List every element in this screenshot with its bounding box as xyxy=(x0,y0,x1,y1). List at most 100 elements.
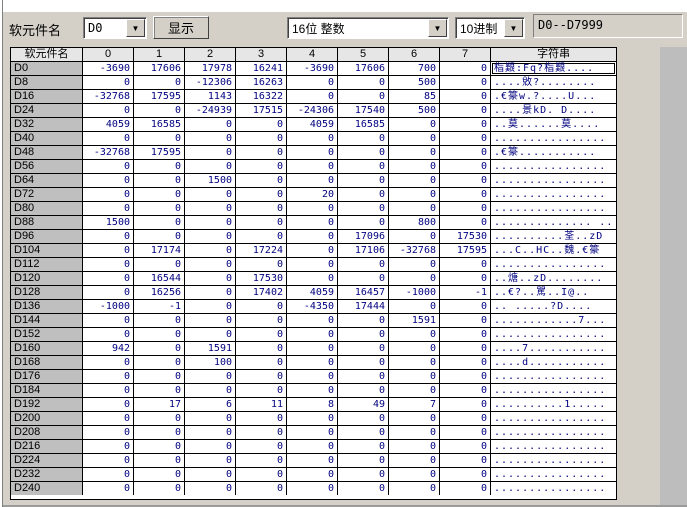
value-cell[interactable]: 0 xyxy=(82,355,134,370)
value-cell[interactable]: 0 xyxy=(388,159,440,174)
string-cell[interactable]: ................ xyxy=(489,467,618,482)
value-cell[interactable]: 0 xyxy=(184,187,236,202)
string-cell[interactable]: .. .....?D.... xyxy=(489,299,618,314)
value-cell[interactable]: 500 xyxy=(388,75,440,90)
value-cell[interactable]: 0 xyxy=(439,201,491,216)
string-cell[interactable]: ....7........... xyxy=(489,341,618,356)
value-cell[interactable]: 0 xyxy=(439,215,491,230)
string-cell[interactable]: ................ xyxy=(489,439,618,454)
value-cell[interactable]: 0 xyxy=(235,411,287,426)
value-cell[interactable]: 0 xyxy=(235,257,287,272)
value-cell[interactable]: 0 xyxy=(184,439,236,454)
value-cell[interactable]: 0 xyxy=(184,257,236,272)
value-cell[interactable]: 0 xyxy=(133,341,185,356)
value-cell[interactable]: 0 xyxy=(82,411,134,426)
value-cell[interactable]: 17096 xyxy=(337,229,389,244)
value-cell[interactable]: 0 xyxy=(337,75,389,90)
value-cell[interactable]: 0 xyxy=(439,187,491,202)
value-cell[interactable]: -32768 xyxy=(82,145,134,160)
value-cell[interactable]: 0 xyxy=(337,187,389,202)
value-cell[interactable]: 16263 xyxy=(235,75,287,90)
value-cell[interactable]: 0 xyxy=(286,215,338,230)
value-cell[interactable]: 0 xyxy=(439,103,491,118)
value-cell[interactable]: 0 xyxy=(439,61,491,76)
string-cell[interactable]: ................ xyxy=(489,131,618,146)
value-cell[interactable]: 0 xyxy=(286,383,338,398)
value-cell[interactable]: 0 xyxy=(388,229,440,244)
value-cell[interactable]: 0 xyxy=(184,243,236,258)
value-cell[interactable]: 4059 xyxy=(286,117,338,132)
value-cell[interactable]: -4350 xyxy=(286,299,338,314)
string-cell[interactable]: ................ xyxy=(489,257,618,272)
value-cell[interactable]: 0 xyxy=(235,131,287,146)
value-cell[interactable]: 0 xyxy=(133,467,185,482)
dropdown-arrow-icon[interactable]: ▼ xyxy=(126,19,145,37)
value-cell[interactable]: 0 xyxy=(286,411,338,426)
value-cell[interactable]: 0 xyxy=(133,257,185,272)
value-cell[interactable]: 0 xyxy=(184,145,236,160)
value-cell[interactable]: 0 xyxy=(388,453,440,468)
string-cell[interactable]: ................ xyxy=(489,173,618,188)
value-cell[interactable]: 942 xyxy=(82,341,134,356)
value-cell[interactable]: 1143 xyxy=(184,89,236,104)
string-cell[interactable]: ................ xyxy=(489,383,618,398)
value-cell[interactable]: 0 xyxy=(82,425,134,440)
value-cell[interactable]: 0 xyxy=(82,271,134,286)
value-cell[interactable]: 0 xyxy=(286,341,338,356)
value-cell[interactable]: 0 xyxy=(337,327,389,342)
string-cell[interactable]: ....d........... xyxy=(489,355,618,370)
value-cell[interactable]: 0 xyxy=(388,383,440,398)
value-cell[interactable]: 17515 xyxy=(235,103,287,118)
device-name-combobox[interactable]: D0 ▼ xyxy=(83,17,147,39)
value-cell[interactable]: 0 xyxy=(337,215,389,230)
value-cell[interactable]: 0 xyxy=(82,383,134,398)
value-cell[interactable]: 0 xyxy=(235,355,287,370)
value-cell[interactable]: 0 xyxy=(133,411,185,426)
value-cell[interactable]: 0 xyxy=(235,201,287,216)
value-cell[interactable]: 0 xyxy=(439,313,491,328)
value-cell[interactable]: 0 xyxy=(133,453,185,468)
value-cell[interactable]: 0 xyxy=(184,467,236,482)
value-cell[interactable]: 16241 xyxy=(235,61,287,76)
value-cell[interactable]: 0 xyxy=(133,439,185,454)
value-cell[interactable]: 17606 xyxy=(133,61,185,76)
value-cell[interactable]: 0 xyxy=(439,383,491,398)
value-cell[interactable]: -24306 xyxy=(286,103,338,118)
value-cell[interactable]: 0 xyxy=(286,467,338,482)
value-cell[interactable]: 0 xyxy=(388,131,440,146)
value-cell[interactable]: 17444 xyxy=(337,299,389,314)
value-cell[interactable]: 0 xyxy=(133,313,185,328)
value-cell[interactable]: 0 xyxy=(82,173,134,188)
value-cell[interactable]: 0 xyxy=(133,187,185,202)
value-cell[interactable]: 0 xyxy=(184,411,236,426)
value-cell[interactable]: 0 xyxy=(286,257,338,272)
value-cell[interactable]: 17224 xyxy=(235,243,287,258)
value-cell[interactable]: 0 xyxy=(82,467,134,482)
value-cell[interactable]: 0 xyxy=(388,341,440,356)
string-cell[interactable]: ..........荃..zD xyxy=(489,229,618,244)
value-cell[interactable]: 17174 xyxy=(133,243,185,258)
value-cell[interactable]: 0 xyxy=(388,145,440,160)
value-cell[interactable]: 0 xyxy=(184,201,236,216)
value-cell[interactable]: 0 xyxy=(184,215,236,230)
value-cell[interactable]: 49 xyxy=(337,397,389,412)
value-cell[interactable]: 0 xyxy=(133,383,185,398)
value-cell[interactable]: 7 xyxy=(388,397,440,412)
value-cell[interactable]: 0 xyxy=(133,369,185,384)
value-cell[interactable]: 0 xyxy=(184,131,236,146)
value-cell[interactable]: 16256 xyxy=(133,285,185,300)
value-cell[interactable]: 0 xyxy=(337,271,389,286)
value-cell[interactable]: 16585 xyxy=(337,117,389,132)
value-cell[interactable]: 0 xyxy=(184,159,236,174)
value-cell[interactable]: 11 xyxy=(235,397,287,412)
value-cell[interactable]: -1000 xyxy=(388,285,440,300)
value-cell[interactable]: 0 xyxy=(286,201,338,216)
value-cell[interactable]: 0 xyxy=(235,173,287,188)
value-cell[interactable]: 0 xyxy=(133,327,185,342)
string-cell[interactable]: .€籇w.?....U... xyxy=(489,89,618,104)
value-cell[interactable]: 0 xyxy=(133,215,185,230)
value-cell[interactable]: 0 xyxy=(235,299,287,314)
value-cell[interactable]: 0 xyxy=(337,201,389,216)
value-cell[interactable]: 4059 xyxy=(82,117,134,132)
value-cell[interactable]: 0 xyxy=(184,313,236,328)
